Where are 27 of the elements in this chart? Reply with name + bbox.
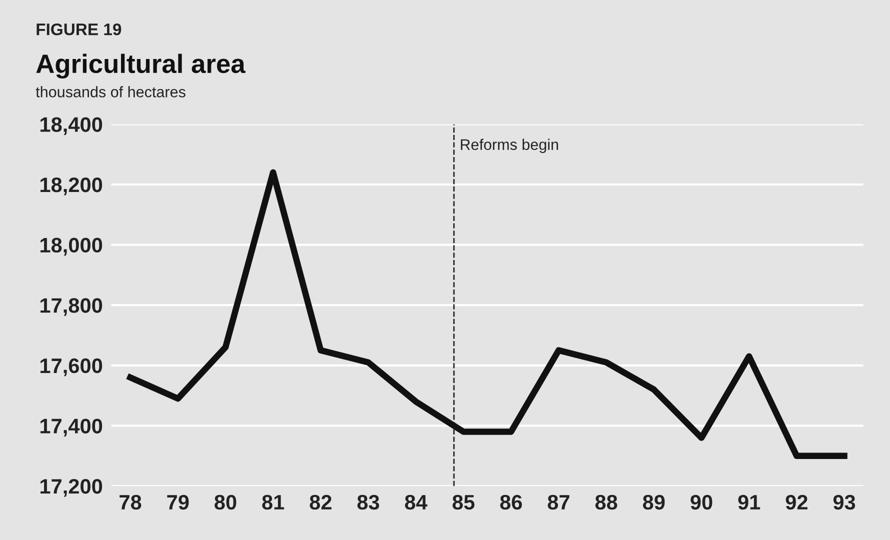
x-tick-label: 92 <box>786 494 808 510</box>
y-tick-label: 17,600 <box>40 358 102 376</box>
caption: FIGURE 19 <box>36 23 122 36</box>
y-tick-label: 17,200 <box>40 479 102 497</box>
y-tick-label: 18,000 <box>40 238 102 256</box>
x-tick-label: 84 <box>404 494 428 510</box>
x-tick-label: 91 <box>738 494 760 510</box>
x-tick-label: 81 <box>262 494 284 510</box>
x-tick-label: 87 <box>548 494 570 510</box>
chart-subtitle: thousands of hectares <box>36 86 186 98</box>
x-tick-label: 86 <box>500 494 522 510</box>
x-tick-label: 89 <box>642 494 665 510</box>
x-tick-label: 93 <box>833 494 856 510</box>
chart-title: Agricultural area <box>36 54 246 78</box>
x-tick-label: 88 <box>595 494 618 510</box>
ref-line-label: Reforms begin <box>460 138 558 154</box>
y-tick-label: 18,400 <box>40 117 102 135</box>
x-tick-label: 79 <box>167 494 189 510</box>
x-tick-label: 82 <box>310 494 332 510</box>
x-tick-label: 85 <box>452 494 474 510</box>
x-tick-label: 83 <box>357 494 380 510</box>
x-tick-label: 80 <box>214 494 236 510</box>
y-tick-label: 17,800 <box>40 298 102 316</box>
y-tick-label: 18,200 <box>40 178 102 196</box>
y-tick-label: 17,400 <box>40 418 102 436</box>
x-tick-label: 78 <box>120 494 142 510</box>
x-tick-label: 90 <box>690 494 712 510</box>
